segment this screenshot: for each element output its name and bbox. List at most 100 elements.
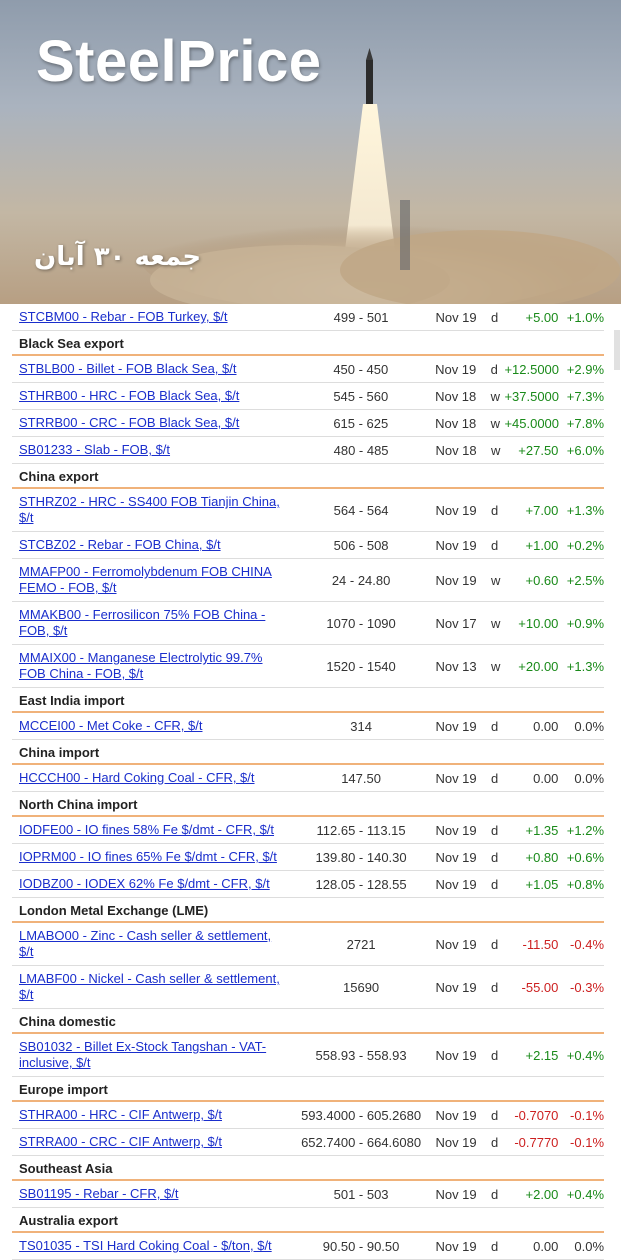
percent-change: +1.3% bbox=[566, 658, 605, 674]
price-range: 112.65 - 113.15 bbox=[316, 822, 406, 838]
price-change: -55.00 bbox=[521, 979, 559, 995]
instrument-link[interactable]: IOPRM00 - IO fines 65% Fe $/dmt - CFR, $… bbox=[19, 849, 277, 864]
instrument-link[interactable]: SB01233 - Slab - FOB, $/t bbox=[19, 442, 171, 457]
price-range: 15690 bbox=[343, 979, 380, 995]
instrument-link[interactable]: MCCEI00 - Met Coke - CFR, $/t bbox=[19, 718, 203, 733]
price-range: 652.7400 - 664.6080 bbox=[301, 1134, 422, 1150]
instrument-link[interactable]: HCCCH00 - Hard Coking Coal - CFR, $/t bbox=[19, 770, 255, 785]
percent-change: +1.3% bbox=[566, 502, 605, 518]
period-indicator: w bbox=[490, 415, 500, 431]
scroll-edge-indicator bbox=[614, 330, 620, 370]
instrument-link[interactable]: IODFE00 - IO fines 58% Fe $/dmt - CFR, $… bbox=[19, 822, 275, 837]
brand-title: SteelPrice bbox=[36, 29, 322, 94]
instrument-link[interactable]: STHRA00 - HRC - CIF Antwerp, $/t bbox=[19, 1107, 222, 1122]
period-indicator: d bbox=[490, 979, 499, 995]
period-indicator: w bbox=[490, 572, 501, 588]
period-indicator: d bbox=[490, 822, 499, 838]
instrument-link[interactable]: STRRA00 - CRC - CIF Antwerp, $/t bbox=[19, 1134, 222, 1149]
instrument-link[interactable]: STCBM00 - Rebar - FOB Turkey, $/t bbox=[19, 309, 228, 324]
price-date: Nov 19 bbox=[435, 1107, 477, 1123]
price-date: Nov 19 bbox=[435, 979, 477, 995]
instrument-link[interactable]: STHRB00 - HRC - FOB Black Sea, $/t bbox=[19, 388, 240, 403]
instrument-link[interactable]: STCBZ02 - Rebar - FOB China, $/t bbox=[19, 537, 221, 552]
price-row: STCBM00 - Rebar - FOB Turkey, $/t 499 - 5… bbox=[12, 304, 604, 331]
price-range: 314 bbox=[350, 718, 372, 734]
instrument-link[interactable]: IODBZ00 - IODEX 62% Fe $/dmt - CFR, $/t bbox=[19, 876, 270, 891]
percent-change: +1.2% bbox=[566, 822, 605, 838]
header-banner: SteelPrice جمعه ۳۰ آبان bbox=[0, 0, 621, 304]
price-date: Nov 18 bbox=[435, 442, 477, 458]
instrument-link[interactable]: LMABF00 - Nickel - Cash seller & settlem… bbox=[19, 971, 280, 1002]
price-date: Nov 17 bbox=[435, 615, 477, 631]
price-date: Nov 19 bbox=[435, 849, 477, 865]
price-range: 558.93 - 558.93 bbox=[315, 1047, 407, 1063]
percent-change: +2.5% bbox=[566, 572, 605, 588]
instrument-link[interactable]: LMABO00 - Zinc - Cash seller & settlemen… bbox=[19, 928, 272, 959]
section-header: Australia export bbox=[12, 1208, 604, 1233]
price-date: Nov 19 bbox=[435, 936, 477, 952]
percent-change: +2.9% bbox=[566, 361, 605, 377]
price-date: Nov 19 bbox=[435, 309, 477, 325]
price-row: STHRZ02 - HRC - SS400 FOB Tianjin China,… bbox=[12, 489, 604, 532]
price-change: 0.00 bbox=[533, 718, 559, 734]
price-date: Nov 19 bbox=[435, 1186, 477, 1202]
percent-change: +0.4% bbox=[566, 1047, 605, 1063]
rocket-launch-image bbox=[140, 48, 620, 304]
price-change: -0.7070 bbox=[514, 1107, 559, 1123]
price-date: Nov 19 bbox=[435, 822, 477, 838]
price-change: +1.00 bbox=[525, 537, 559, 553]
price-date: Nov 18 bbox=[435, 388, 477, 404]
percent-change: +7.8% bbox=[566, 415, 605, 431]
price-change: +7.00 bbox=[525, 502, 559, 518]
period-indicator: d bbox=[490, 876, 499, 892]
section-header: London Metal Exchange (LME) bbox=[12, 898, 604, 923]
period-indicator: d bbox=[490, 936, 499, 952]
period-indicator: d bbox=[490, 309, 499, 325]
percent-change: +1.0% bbox=[566, 309, 605, 325]
price-date: Nov 19 bbox=[435, 770, 477, 786]
instrument-link[interactable]: STRRB00 - CRC - FOB Black Sea, $/t bbox=[19, 415, 240, 430]
section-header: Black Sea export bbox=[12, 331, 604, 356]
price-row: MMAKB00 - Ferrosilicon 75% FOB China - F… bbox=[12, 602, 604, 645]
price-change: +12.5000 bbox=[504, 361, 560, 377]
price-date: Nov 19 bbox=[435, 1134, 477, 1150]
instrument-link[interactable]: MMAKB00 - Ferrosilicon 75% FOB China - F… bbox=[19, 607, 266, 638]
price-change: +2.00 bbox=[525, 1186, 559, 1202]
price-range: 545 - 560 bbox=[333, 388, 389, 404]
price-range: 2721 bbox=[346, 936, 376, 952]
period-indicator: d bbox=[490, 1107, 499, 1123]
instrument-link[interactable]: SB01195 - Rebar - CFR, $/t bbox=[19, 1186, 179, 1201]
price-range: 147.50 bbox=[341, 770, 381, 786]
price-row: IOPRM00 - IO fines 65% Fe $/dmt - CFR, $… bbox=[12, 844, 604, 871]
instrument-link[interactable]: STBLB00 - Billet - FOB Black Sea, $/t bbox=[19, 361, 237, 376]
percent-change: -0.1% bbox=[570, 1107, 605, 1123]
instrument-link[interactable]: SB01032 - Billet Ex-Stock Tangshan - VAT… bbox=[19, 1039, 267, 1070]
price-change: 0.00 bbox=[533, 770, 559, 786]
price-date: Nov 19 bbox=[435, 572, 477, 588]
instrument-link[interactable]: MMAIX00 - Manganese Electrolytic 99.7% F… bbox=[19, 650, 263, 681]
section-header: North China import bbox=[12, 792, 604, 817]
instrument-link[interactable]: TS01035 - TSI Hard Coking Coal - $/ton, … bbox=[19, 1238, 272, 1253]
instrument-link[interactable]: STHRZ02 - HRC - SS400 FOB Tianjin China,… bbox=[19, 494, 280, 525]
persian-date: جمعه ۳۰ آبان bbox=[34, 242, 202, 272]
price-date: Nov 19 bbox=[435, 718, 477, 734]
price-range: 24 - 24.80 bbox=[331, 572, 391, 588]
period-indicator: d bbox=[490, 849, 499, 865]
price-row: SB01233 - Slab - FOB, $/t 480 - 485 Nov 18… bbox=[12, 437, 604, 464]
price-change: +0.60 bbox=[525, 572, 559, 588]
price-row: LMABO00 - Zinc - Cash seller & settlemen… bbox=[12, 923, 604, 966]
period-indicator: w bbox=[490, 442, 501, 458]
price-date: Nov 19 bbox=[435, 876, 477, 892]
price-change: +1.05 bbox=[525, 876, 559, 892]
price-change: +37.5000 bbox=[504, 388, 560, 404]
percent-change: +0.6% bbox=[566, 849, 605, 865]
price-row: STRRB00 - CRC - FOB Black Sea, $/t 615 - … bbox=[12, 410, 604, 437]
price-row: HCCCH00 - Hard Coking Coal - CFR, $/t 147… bbox=[12, 765, 604, 792]
price-change: +2.15 bbox=[525, 1047, 559, 1063]
instrument-link[interactable]: MMAFP00 - Ferromolybdenum FOB CHINA FEMO… bbox=[19, 564, 272, 595]
price-range: 506 - 508 bbox=[333, 537, 389, 553]
period-indicator: d bbox=[490, 1238, 499, 1254]
price-row: STCBZ02 - Rebar - FOB China, $/t 506 - 50… bbox=[12, 532, 604, 559]
percent-change: -0.3% bbox=[570, 979, 605, 995]
price-row: STHRA00 - HRC - CIF Antwerp, $/t 593.4000… bbox=[12, 1102, 604, 1129]
